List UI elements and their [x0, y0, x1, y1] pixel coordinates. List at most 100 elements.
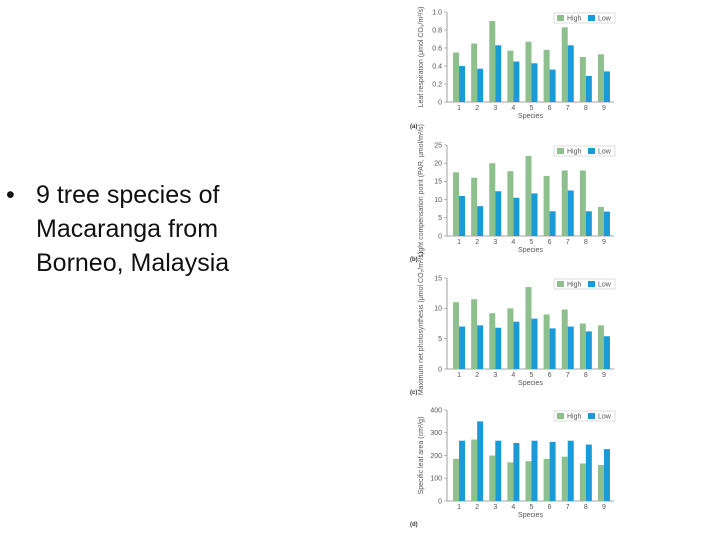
- bar-low: [567, 326, 574, 369]
- x-tick-label: 4: [511, 372, 515, 379]
- chart-panel-2: 0 5 10 15 20 25 1 2 3 4 5 6 7 8 9 Species Light compensa…: [410, 124, 616, 263]
- y-tick-label: 0: [438, 498, 442, 505]
- x-tick-label: 4: [511, 105, 515, 112]
- bar-low: [477, 206, 484, 236]
- bar-high: [471, 177, 478, 236]
- legend-label: Low: [598, 282, 612, 289]
- bar-low: [477, 421, 484, 501]
- y-axis-label: Leaf respiration (μmol CO₂/m²/s): [418, 7, 425, 108]
- legend-swatch: [557, 413, 564, 419]
- bar-high: [525, 461, 532, 501]
- bar-high: [525, 41, 532, 102]
- legend-swatch: [588, 413, 595, 419]
- legend-swatch: [588, 281, 595, 287]
- y-tick-label: 0.2: [432, 81, 442, 88]
- y-axis-label: Specific leaf area (cm²/g): [418, 417, 425, 495]
- bar-high: [453, 458, 460, 501]
- bar-low: [585, 444, 592, 501]
- bar-low: [459, 326, 466, 369]
- bar-high: [507, 308, 514, 369]
- x-axis-label: Species: [518, 380, 543, 387]
- panel-letter: (c): [410, 390, 417, 396]
- bar-low: [531, 440, 538, 501]
- bar-high: [561, 27, 568, 102]
- bar-low: [513, 197, 520, 236]
- bar-low: [477, 325, 484, 369]
- y-tick-label: 400: [430, 407, 442, 414]
- legend-label: Low: [598, 149, 612, 156]
- bar-low: [513, 61, 520, 102]
- bar-high: [543, 175, 550, 236]
- legend-box: [553, 410, 616, 422]
- x-tick-label: 2: [475, 504, 479, 511]
- x-tick-label: 7: [566, 239, 570, 246]
- y-tick-label: 5: [438, 215, 442, 222]
- bar-low: [495, 440, 502, 501]
- x-tick-label: 9: [602, 372, 606, 379]
- bar-low: [549, 211, 556, 236]
- x-tick-label: 7: [566, 105, 570, 112]
- bar-high: [597, 325, 604, 369]
- bar-high: [579, 57, 586, 102]
- bar-high: [453, 52, 460, 102]
- x-tick-label: 5: [530, 372, 534, 379]
- legend-swatch: [557, 281, 564, 287]
- bar-low: [495, 191, 502, 236]
- bar-low: [585, 75, 592, 102]
- y-tick-label: 25: [434, 142, 442, 149]
- x-tick-label: 3: [493, 372, 497, 379]
- bar-high: [471, 299, 478, 369]
- bullet-symbol: •: [6, 181, 15, 209]
- bar-high: [579, 170, 586, 236]
- y-axis-label: Maximum net photosynthesis (μmol CO₂/m²/…: [418, 252, 425, 395]
- x-tick-label: 2: [475, 372, 479, 379]
- y-tick-label: 20: [434, 161, 442, 168]
- x-axis-label: Species: [518, 512, 543, 519]
- x-tick-label: 8: [584, 239, 588, 246]
- legend-label: Low: [598, 16, 612, 23]
- bar-high: [579, 463, 586, 501]
- bullet-line-3: Borneo, Malaysia: [36, 249, 230, 277]
- chart-panel-3: 0 5 10 15 1 2 3 4 5 6 7 8 9 Species Maximum net photos…: [410, 252, 616, 396]
- bar-high: [597, 465, 604, 501]
- x-tick-label: 5: [530, 504, 534, 511]
- bar-high: [489, 21, 496, 102]
- x-axis-label: Species: [518, 247, 543, 254]
- bar-high: [525, 155, 532, 236]
- bar-low: [567, 45, 574, 102]
- y-tick-label: 15: [434, 179, 442, 186]
- x-tick-label: 5: [530, 105, 534, 112]
- x-tick-label: 6: [548, 504, 552, 511]
- bar-low: [495, 45, 502, 102]
- x-tick-label: 3: [493, 105, 497, 112]
- legend-label: High: [567, 282, 582, 289]
- x-tick-label: 8: [584, 372, 588, 379]
- bar-low: [459, 195, 466, 236]
- y-tick-label: 100: [430, 476, 442, 483]
- bar-high: [543, 49, 550, 102]
- bar-low: [513, 442, 520, 501]
- bullet-item: • 9 tree species of Macaranga from Borne…: [6, 178, 336, 280]
- bar-high: [543, 314, 550, 369]
- bar-low: [459, 440, 466, 501]
- bar-high: [561, 456, 568, 501]
- bar-low: [513, 321, 520, 369]
- panel-letter: (b): [410, 257, 418, 263]
- x-tick-label: 2: [475, 105, 479, 112]
- x-tick-label: 4: [511, 239, 515, 246]
- bar-low: [567, 440, 574, 501]
- bar-high: [507, 50, 514, 102]
- y-tick-label: 5: [438, 336, 442, 343]
- y-tick-label: 0.8: [432, 27, 442, 34]
- bar-low: [531, 193, 538, 236]
- bar-high: [471, 43, 478, 102]
- bar-low: [603, 449, 610, 501]
- x-tick-label: 5: [530, 239, 534, 246]
- bar-low: [549, 441, 556, 501]
- legend-swatch: [557, 15, 564, 21]
- y-tick-label: 200: [430, 453, 442, 460]
- bullet-line-2: Macaranga from: [36, 215, 219, 243]
- x-tick-label: 4: [511, 504, 515, 511]
- chart-panel-4: 0 100 200 300 400 1 2 3 4 5 6 7 8 9 Species Specific le…: [410, 407, 616, 528]
- y-axis-label: Light compensation point (PAR, μmol/m²/s…: [418, 124, 425, 257]
